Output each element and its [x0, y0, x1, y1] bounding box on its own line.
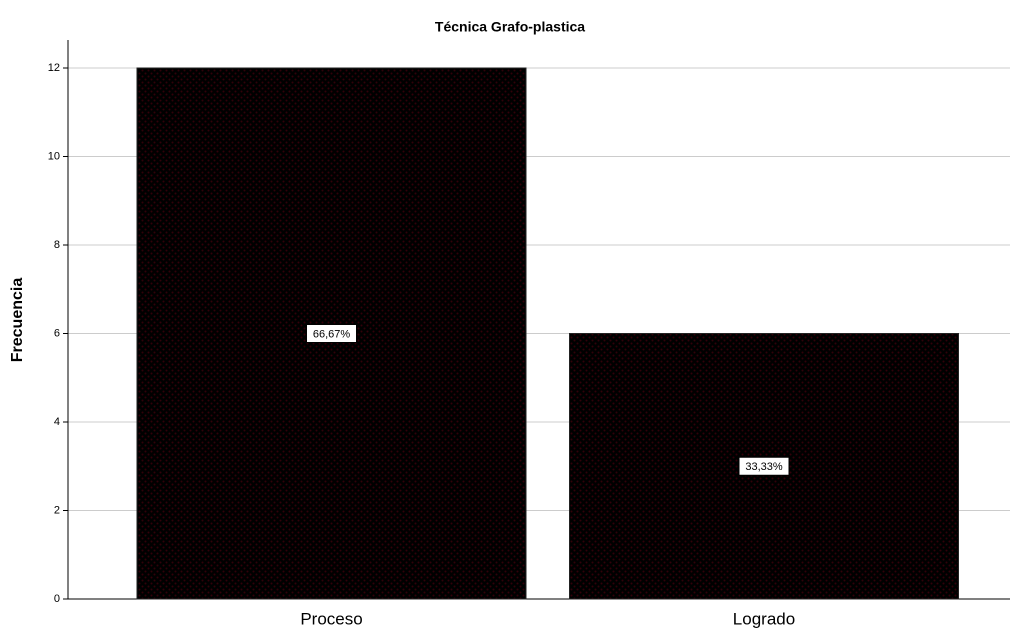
chart-title: Técnica Grafo-plastica — [435, 19, 585, 35]
value-label: 33,33% — [745, 461, 783, 473]
x-tick-label: Proceso — [300, 609, 362, 628]
value-label: 66,67% — [313, 328, 351, 340]
y-tick-label: 12 — [48, 62, 60, 74]
x-tick-label: Logrado — [733, 609, 795, 628]
value-label-box — [738, 456, 790, 476]
y-axis-label: Frecuencia — [9, 278, 26, 363]
y-tick-label: 10 — [48, 150, 60, 162]
y-tick-label: 0 — [54, 593, 60, 605]
y-tick-label: 2 — [54, 504, 60, 516]
y-tick-label: 6 — [54, 327, 60, 339]
y-tick-label: 4 — [54, 416, 60, 428]
y-tick-label: 8 — [54, 239, 60, 251]
value-label-box — [306, 324, 357, 343]
